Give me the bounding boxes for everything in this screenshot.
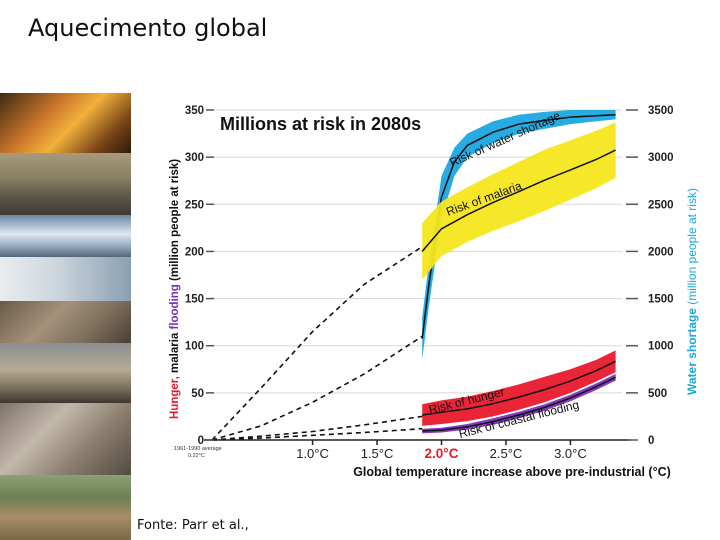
left-tick-label: 50 [191, 388, 204, 400]
x-axis: 1.0°C 1.5°C 2.0°C 2.5°C 3.0°C [296, 440, 587, 461]
left-tick-label: 150 [185, 294, 204, 306]
glacier-photo [0, 215, 131, 257]
left-y-axis: 0 50 100 150 200 250 300 350 [185, 105, 214, 447]
x-tick-label: 2.5°C [490, 446, 523, 461]
band-centerline [421, 149, 616, 252]
baseline-curve [211, 415, 423, 441]
left-tick-label: 300 [185, 152, 204, 164]
x-tick-label: 1.0°C [296, 446, 329, 461]
right-y-axis-label: Water shortage (million people at risk) [685, 188, 699, 395]
right-tick-label: 0 [648, 435, 654, 447]
chart: 0 50 100 150 200 250 300 350 0 500 1000 1500 2000 25… [152, 92, 715, 482]
right-tick-label: 1000 [648, 341, 674, 353]
right-tick-label: 2000 [648, 246, 674, 258]
band-centerline [422, 376, 616, 432]
baseline-note-line1: 1961-1990 average [174, 446, 222, 452]
left-label-hunger: Hunger, [169, 376, 181, 419]
right-tick-label: 2500 [648, 199, 674, 211]
right-tick-label: 3000 [648, 152, 674, 164]
baseline-curve [211, 427, 423, 441]
baseline-note-line2: 0.22°C [188, 453, 205, 459]
photo-collage [0, 93, 131, 540]
source-caption: Fonte: Parr et al., [137, 518, 249, 533]
polar-bear-photo [0, 257, 131, 301]
baseline-curve [211, 246, 423, 441]
left-tick-label: 250 [185, 199, 204, 211]
x-tick-label: 1.5°C [361, 446, 394, 461]
right-tick-label: 1500 [648, 294, 674, 306]
baseline-curve [211, 335, 423, 441]
x-tick-label: 2.0°C [425, 446, 459, 461]
flooded-houses-photo [0, 301, 131, 343]
band-risk-of-malaria [422, 122, 616, 280]
right-label-water: Water shortage [685, 308, 699, 395]
right-y-axis: 0 500 1000 1500 2000 2500 3000 3500 [626, 105, 674, 447]
left-tick-label: 350 [185, 105, 204, 117]
right-tick-label: 3500 [648, 105, 674, 117]
slide-title: Aquecimento global [28, 14, 268, 42]
right-tick-label: 500 [648, 388, 667, 400]
left-label-flooding: flooding [169, 284, 181, 329]
baseline-curves [211, 246, 423, 441]
left-tick-label: 100 [185, 341, 204, 353]
chart-svg: 0 50 100 150 200 250 300 350 0 500 1000 1500 2000 25… [152, 92, 715, 482]
left-y-axis-label: Hunger, malaria flooding (million people… [169, 159, 181, 419]
forest-fire-photo [0, 93, 131, 153]
band-risk-of-hunger [422, 350, 616, 426]
right-label-units: (million people at risk) [685, 188, 699, 308]
left-label-malaria: malaria [169, 330, 181, 377]
chart-title: Millions at risk in 2080s [220, 114, 421, 134]
risk-bands [421, 110, 616, 434]
smokestacks-photo [0, 153, 131, 215]
left-tick-label: 0 [198, 435, 204, 447]
debris-photo [0, 403, 131, 475]
storm-damage-photo [0, 343, 131, 403]
left-label-units: (million people at risk) [169, 159, 181, 284]
x-axis-label: Global temperature increase above pre-in… [353, 465, 671, 479]
band-centerline [422, 360, 616, 416]
logging-photo [0, 475, 131, 540]
x-tick-label: 3.0°C [554, 446, 587, 461]
left-tick-label: 200 [185, 246, 204, 258]
